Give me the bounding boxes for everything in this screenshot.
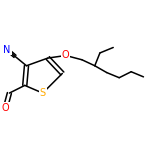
Text: S: S [40,88,46,98]
Text: N: N [3,45,11,55]
Text: O: O [2,103,9,113]
Text: O: O [62,50,70,60]
